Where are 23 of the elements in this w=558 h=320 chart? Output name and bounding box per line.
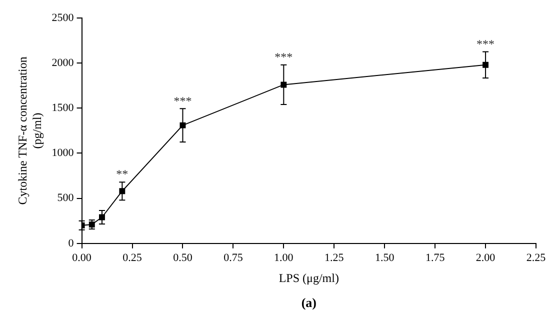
x-tick-label: 0.25	[122, 252, 142, 264]
annotation: ***	[476, 36, 495, 51]
x-tick-label: 0.75	[224, 252, 244, 264]
x-tick-label: 1.75	[425, 252, 446, 264]
annotation: ***	[274, 50, 293, 64]
x-tick-label: 1.25	[324, 252, 344, 264]
annotation: ***	[174, 94, 192, 108]
x-tick-label: 2.25	[526, 252, 546, 264]
y-tick-label: 0	[68, 237, 74, 250]
y-tick-label: 1500	[52, 102, 74, 114]
text: (a)	[301, 294, 316, 310]
y-tick-label: 2500	[52, 12, 74, 24]
annotation: **	[116, 167, 128, 182]
x-tick-label: 1.50	[374, 252, 395, 264]
x-tick-label: 0.50	[173, 252, 193, 264]
x-tick-label: 2.00	[476, 252, 496, 264]
y-tick-label: 500	[57, 192, 74, 204]
x-axis-title: LPS (μg/ml)	[278, 270, 339, 285]
x-tick-label: 1.00	[274, 252, 294, 264]
y-tick-label: 2000	[52, 56, 74, 69]
x-tick-label: 0.00	[72, 252, 92, 264]
y-axis-title: Cytokine TNF-α concentration (pg/ml)	[15, 56, 44, 205]
y-tick-label: 1000	[52, 147, 74, 160]
